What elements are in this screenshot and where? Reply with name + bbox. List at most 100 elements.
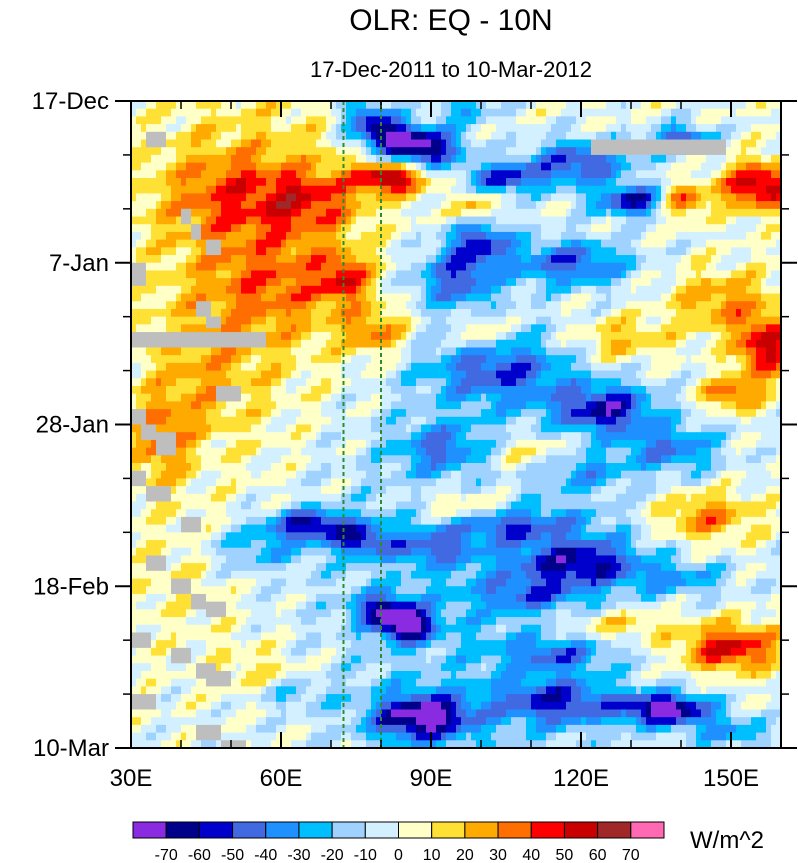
field-cell <box>681 301 687 310</box>
field-cell <box>521 285 527 295</box>
field-cell <box>471 139 477 148</box>
field-cell <box>431 339 437 349</box>
field-cell <box>266 332 272 341</box>
field-cell <box>546 355 552 364</box>
field-cell <box>461 270 467 279</box>
field-cell <box>301 147 307 156</box>
field-cell <box>706 208 712 218</box>
field-cell <box>356 131 362 141</box>
field-cell <box>571 231 577 241</box>
field-cell <box>381 370 387 379</box>
field-cell <box>226 224 232 233</box>
field-cell <box>536 262 542 272</box>
field-cell <box>291 208 297 218</box>
field-cell <box>561 208 567 218</box>
field-cell <box>201 262 207 272</box>
field-cell <box>621 385 627 395</box>
field-cell <box>421 262 427 272</box>
field-cell <box>286 131 292 141</box>
field-cell <box>156 308 162 318</box>
field-cell <box>536 285 542 295</box>
field-cell <box>406 193 412 202</box>
field-cell <box>676 301 682 310</box>
field-cell <box>336 154 342 164</box>
field-cell <box>261 262 267 272</box>
field-cell <box>136 131 142 141</box>
field-cell <box>641 231 647 241</box>
field-cell <box>401 170 407 179</box>
field-cell <box>291 362 297 372</box>
field-cell <box>771 216 777 225</box>
field-cell <box>166 185 172 195</box>
field-cell <box>586 255 592 264</box>
field-cell <box>746 308 752 318</box>
field-cell <box>766 378 772 387</box>
field-cell <box>161 170 167 179</box>
field-cell <box>586 308 592 318</box>
field-cell <box>551 385 557 395</box>
field-cell <box>556 131 562 141</box>
field-cell <box>691 308 697 318</box>
field-cell <box>231 239 237 248</box>
field-cell <box>296 201 302 210</box>
field-cell <box>576 224 582 233</box>
field-cell <box>731 216 737 225</box>
field-cell <box>346 247 352 256</box>
field-cell <box>456 185 462 195</box>
field-cell <box>636 347 642 356</box>
field-cell <box>201 362 207 372</box>
field-cell <box>661 362 667 372</box>
field-cell <box>376 316 382 325</box>
field-cell <box>531 139 537 148</box>
field-cell <box>581 370 587 379</box>
field-cell <box>641 362 647 372</box>
field-cell <box>466 270 472 279</box>
field-cell <box>301 370 307 379</box>
field-cell <box>391 378 397 387</box>
field-cell <box>556 278 562 287</box>
field-cell <box>766 355 772 364</box>
field-cell <box>271 154 277 164</box>
field-cell <box>346 216 352 225</box>
field-cell <box>471 262 477 272</box>
field-cell <box>746 208 752 218</box>
field-cell <box>196 154 202 164</box>
field-cell <box>716 378 722 387</box>
field-cell <box>481 324 487 333</box>
field-cell <box>186 108 192 117</box>
field-cell <box>351 316 357 325</box>
field-cell <box>431 378 437 387</box>
field-cell <box>576 385 582 395</box>
field-cell <box>646 355 652 364</box>
field-cell <box>451 108 457 117</box>
field-cell <box>716 262 722 272</box>
field-cell <box>256 293 262 302</box>
field-cell <box>216 131 222 141</box>
field-cell <box>546 270 552 279</box>
field-cell <box>131 131 137 141</box>
field-cell <box>426 201 432 210</box>
field-cell <box>456 324 462 333</box>
field-cell <box>481 339 487 349</box>
field-cell <box>251 224 257 233</box>
field-cell <box>171 185 177 195</box>
field-cell <box>411 278 417 287</box>
field-cell <box>596 178 602 187</box>
field-cell <box>171 270 177 279</box>
field-cell <box>366 293 372 302</box>
field-cell <box>466 385 472 395</box>
field-cell <box>636 247 642 256</box>
field-cell <box>486 255 492 264</box>
field-cell <box>331 208 337 218</box>
field-cell <box>161 193 167 202</box>
field-cell <box>246 201 252 210</box>
field-cell <box>716 231 722 241</box>
field-cell <box>166 201 172 210</box>
field-cell <box>476 332 482 341</box>
field-cell <box>351 378 357 387</box>
field-cell <box>356 208 362 218</box>
field-cell <box>371 378 377 387</box>
field-cell <box>581 316 587 325</box>
field-cell <box>456 370 462 379</box>
field-cell <box>591 201 597 210</box>
